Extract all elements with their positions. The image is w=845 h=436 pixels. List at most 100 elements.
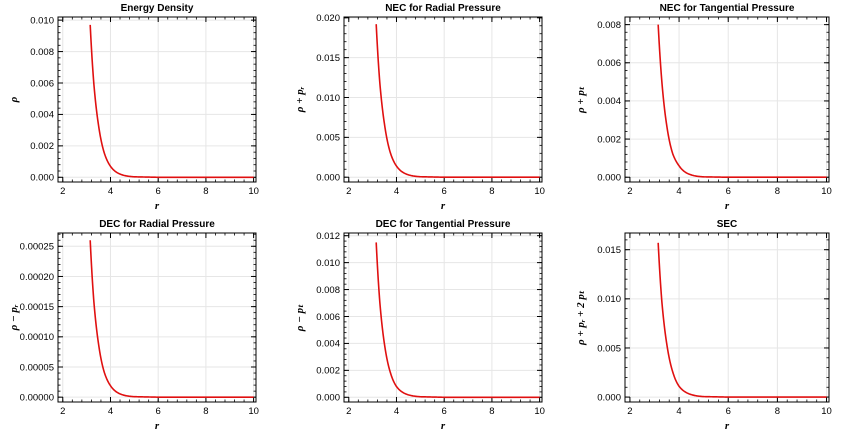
x-tick-label: 10 — [534, 186, 545, 197]
y-tick-label: 0.000 — [30, 173, 54, 184]
y-axis-label: ρ − pₜ — [294, 304, 306, 332]
chart-title: SEC — [717, 219, 738, 230]
x-tick-label: 8 — [775, 406, 780, 417]
y-tick-label: 0.010 — [316, 93, 340, 104]
y-axis-label: ρ + pₜ — [575, 86, 587, 114]
y-tick-label: 0.010 — [316, 258, 340, 269]
y-tick-label: 0.010 — [597, 294, 621, 305]
x-tick-label: 10 — [248, 186, 259, 197]
y-axis-label: ρ + pᵣ + 2 pₜ — [575, 290, 587, 346]
chart-svg: DEC for Radial Pressure 2 4 6 8 10 0.00000 0.00… — [8, 219, 259, 432]
series-line — [89, 240, 254, 398]
y-tick-label: 0.000 — [597, 392, 621, 403]
x-tick-label: 2 — [346, 406, 351, 417]
x-tick-label: 6 — [156, 406, 161, 417]
x-tick-label: 4 — [394, 186, 399, 197]
chart-svg: Energy Density 2 4 6 8 10 0.000 0.002 0.004 0.006… — [8, 3, 259, 212]
y-tick-label: 0.005 — [597, 343, 621, 354]
y-tick-label: 0.020 — [316, 13, 340, 24]
y-tick-label: 0.015 — [316, 53, 340, 64]
chart-svg: NEC for Tangential Pressure 2 4 6 8 10 0.000 0.… — [575, 3, 832, 212]
y-tick-label: 0.00025 — [20, 242, 54, 253]
series-line — [657, 242, 827, 398]
y-axis-label: ρ + pᵣ — [294, 86, 306, 113]
plot-frame — [57, 232, 257, 403]
y-tick-label: 0.004 — [316, 339, 340, 350]
y-axis-label: ρ − pᵣ — [8, 304, 20, 331]
x-axis-label: r — [155, 200, 160, 212]
chart-panel-4: DEC for Radial Pressure 2 4 6 8 10 0.00000 0.00… — [0, 216, 282, 436]
x-tick-label: 10 — [821, 406, 832, 417]
x-tick-label: 8 — [489, 406, 494, 417]
x-tick-label: 4 — [394, 406, 399, 417]
x-axis-label: r — [155, 420, 160, 432]
chart-panel-6: SEC 2 4 6 8 10 0.000 0.005 0.010 0.015 r ρ + pᵣ + 2… — [564, 216, 845, 436]
y-tick-label: 0.010 — [30, 15, 54, 26]
x-tick-label: 8 — [203, 186, 208, 197]
y-tick-label: 0.008 — [316, 285, 340, 296]
y-tick-label: 0.00000 — [20, 392, 54, 403]
gridlines — [344, 17, 542, 182]
plot-frame — [57, 16, 257, 183]
chart-svg: NEC for Radial Pressure 2 4 6 8 10 0.000 0.005 0… — [294, 3, 545, 212]
x-axis-label: r — [441, 200, 446, 212]
x-tick-label: 2 — [60, 406, 65, 417]
plot-frame — [343, 16, 543, 183]
series-line — [657, 24, 827, 179]
x-tick-label: 6 — [442, 186, 447, 197]
y-tick-label: 0.000 — [316, 173, 340, 184]
series-line — [375, 242, 540, 399]
x-tick-label: 4 — [108, 186, 113, 197]
chart-svg: SEC 2 4 6 8 10 0.000 0.005 0.010 0.015 r ρ + pᵣ + 2… — [575, 219, 832, 432]
y-tick-label: 0.000 — [316, 393, 340, 404]
chart-title: Energy Density — [121, 3, 194, 14]
y-axis-label: ρ — [8, 96, 20, 103]
x-tick-label: 8 — [775, 186, 780, 197]
chart-panel-2: NEC for Radial Pressure 2 4 6 8 10 0.000 0.005 0… — [282, 0, 564, 216]
chart-svg: DEC for Tangential Pressure 2 4 6 8 10 0.000 0.… — [294, 219, 545, 432]
y-tick-label: 0.015 — [597, 245, 621, 256]
x-tick-label: 4 — [108, 406, 113, 417]
y-tick-label: 0.002 — [30, 141, 54, 152]
gridlines — [58, 17, 256, 182]
chart-panel-5: DEC for Tangential Pressure 2 4 6 8 10 0.000 0.… — [282, 216, 564, 436]
y-tick-label: 0.000 — [597, 173, 621, 184]
x-tick-label: 4 — [676, 406, 681, 417]
y-tick-label: 0.006 — [316, 312, 340, 323]
gridlines — [625, 17, 829, 182]
x-tick-label: 6 — [726, 186, 731, 197]
x-tick-label: 6 — [726, 406, 731, 417]
chart-panel-3: NEC for Tangential Pressure 2 4 6 8 10 0.000 0.… — [564, 0, 845, 216]
series-line — [375, 24, 540, 179]
x-axis-label: r — [725, 420, 730, 432]
chart-title: NEC for Radial Pressure — [385, 3, 501, 14]
x-tick-label: 10 — [248, 406, 259, 417]
y-tick-label: 0.00020 — [20, 272, 54, 283]
chart-title: DEC for Tangential Pressure — [376, 219, 511, 230]
y-tick-label: 0.00015 — [20, 302, 54, 313]
y-tick-label: 0.00010 — [20, 332, 54, 343]
y-tick-label: 0.005 — [316, 133, 340, 144]
y-tick-label: 0.002 — [597, 134, 621, 145]
minor-ticks — [58, 17, 256, 182]
x-tick-label: 4 — [676, 186, 681, 197]
x-tick-label: 2 — [60, 186, 65, 197]
x-axis-label: r — [441, 420, 446, 432]
x-tick-label: 6 — [156, 186, 161, 197]
x-tick-label: 8 — [489, 186, 494, 197]
x-tick-label: 2 — [346, 186, 351, 197]
y-tick-label: 0.004 — [30, 110, 54, 121]
x-tick-label: 10 — [534, 406, 545, 417]
chart-title: NEC for Tangential Pressure — [660, 3, 795, 14]
minor-ticks — [625, 16, 829, 182]
minor-ticks — [625, 233, 829, 402]
x-tick-label: 2 — [627, 406, 632, 417]
x-tick-label: 8 — [203, 406, 208, 417]
y-tick-label: 0.008 — [597, 20, 621, 31]
chart-title: DEC for Radial Pressure — [99, 219, 215, 230]
y-tick-label: 0.012 — [316, 231, 340, 242]
minor-ticks — [58, 233, 256, 402]
y-tick-label: 0.00005 — [20, 362, 54, 373]
y-tick-label: 0.006 — [597, 58, 621, 69]
